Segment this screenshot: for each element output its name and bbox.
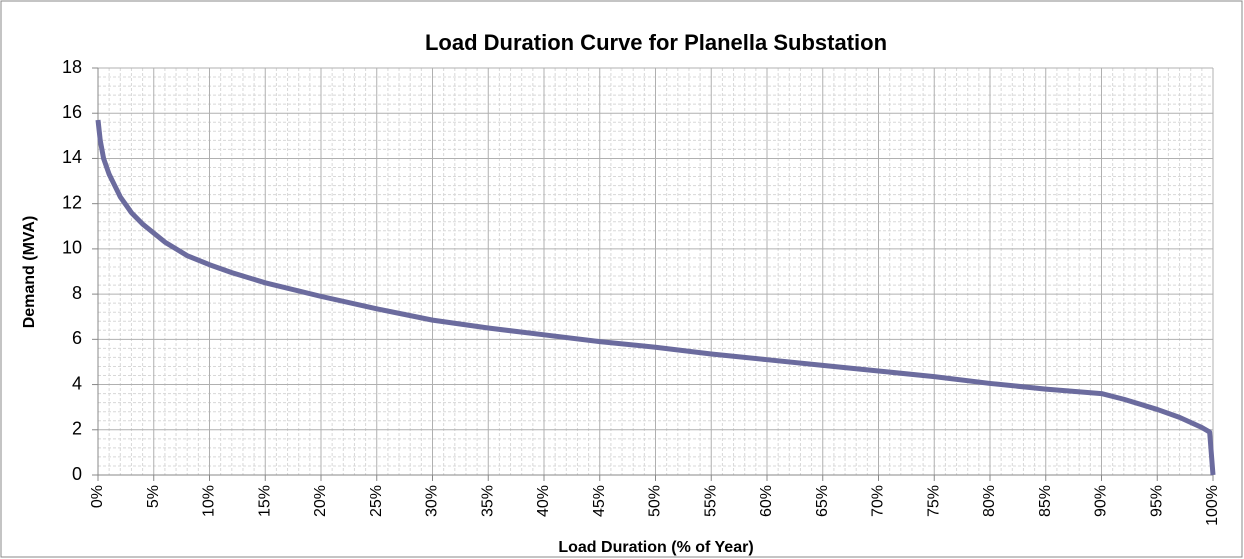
y-tick-label: 6 <box>72 328 82 348</box>
y-tick-label: 0 <box>72 464 82 484</box>
y-tick-label: 12 <box>62 192 82 212</box>
y-tick-label: 4 <box>72 373 82 393</box>
y-tick-label: 2 <box>72 419 82 439</box>
x-tick-label: 10% <box>201 485 218 517</box>
x-tick-label: 95% <box>1148 485 1165 517</box>
x-tick-label: 85% <box>1037 485 1054 517</box>
x-tick-label: 90% <box>1093 485 1110 517</box>
x-tick-label: 40% <box>535 485 552 517</box>
y-tick-label: 14 <box>62 147 82 167</box>
x-tick-label: 60% <box>758 485 775 517</box>
chart-title: Load Duration Curve for Planella Substat… <box>425 30 887 55</box>
x-tick-label: 70% <box>870 485 887 517</box>
x-tick-label: 20% <box>312 485 329 517</box>
y-tick-label: 8 <box>72 283 82 303</box>
y-tick-label: 16 <box>62 102 82 122</box>
x-tick-label: 0% <box>89 485 106 508</box>
x-tick-label: 15% <box>256 485 273 517</box>
x-tick-label: 35% <box>479 485 496 517</box>
data-line <box>95 119 1216 476</box>
x-tick-label: 100% <box>1204 485 1221 526</box>
x-tick-label: 65% <box>814 485 831 517</box>
x-tick-label: 30% <box>424 485 441 517</box>
x-tick-label: 55% <box>702 485 719 517</box>
x-tick-label: 45% <box>591 485 608 517</box>
x-tick-label: 5% <box>145 485 162 508</box>
x-tick-label: 50% <box>647 485 664 517</box>
y-axis-label: Demand (MVA) <box>21 216 38 329</box>
x-axis-label: Load Duration (% of Year) <box>558 539 753 556</box>
y-tick-label: 10 <box>62 238 82 258</box>
x-tick-label: 75% <box>925 485 942 517</box>
y-tick-label: 18 <box>62 57 82 77</box>
x-tick-label: 80% <box>981 485 998 517</box>
x-tick-label: 25% <box>368 485 385 517</box>
